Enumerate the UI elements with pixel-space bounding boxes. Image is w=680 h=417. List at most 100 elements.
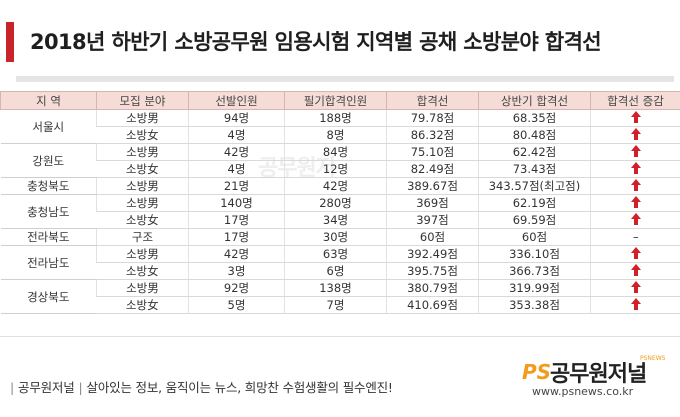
up-arrow-icon [630,263,641,279]
first-half-cell: 366.73점 [478,262,591,280]
field-cell: 소방男 [96,143,189,161]
cutoff-cell: 79.78점 [386,109,479,127]
up-arrow-icon [630,178,641,194]
field-cell: 소방男 [96,109,189,127]
table-row: 경상북도 소방男 92명 138명 380.79점 319.99점 [0,279,680,314]
first-half-cell: 353.38점 [478,296,591,314]
selected-cell: 17명 [188,211,285,229]
footer-divider [0,336,680,337]
page-title: 2018년 하반기 소방공무원 임용시험 지역별 공채 소방분야 합격선 [30,30,602,54]
passed-cell: 7명 [284,296,387,314]
change-cell [590,211,680,229]
region-cell: 충청남도 [0,194,97,229]
passed-cell: 8명 [284,126,387,144]
header-first-half: 상반기 합격선 [478,91,591,110]
passed-cell: 34명 [284,211,387,229]
table-row: 소방女 17명 34명 397점 69.59점 [1,211,680,229]
up-arrow-icon [630,297,641,313]
region-cell: 서울시 [0,109,97,144]
up-arrow-icon [630,246,641,262]
cutoff-cell: 60점 [386,228,479,246]
selected-cell: 3명 [188,262,285,280]
field-cell: 소방女 [96,296,189,314]
header-selected: 선발인원 [188,91,285,110]
logo-name: 공무원저널 [550,362,647,387]
first-half-cell: 80.48점 [478,126,591,144]
change-cell [590,262,680,280]
first-half-cell: 319.99점 [478,279,591,297]
up-arrow-icon [630,110,641,126]
first-half-cell: 69.59점 [478,211,591,229]
passed-cell: 12명 [284,160,387,178]
header-region: 지 역 [0,91,97,110]
field-cell: 구조 [96,228,189,246]
table-row: 충청북도 소방男 21명 42명 389.67점 343.57점(최고점) [0,177,680,195]
up-arrow-icon [630,127,641,143]
field-cell: 소방男 [96,245,189,263]
passed-cell: 30명 [284,228,387,246]
logo-tag: PSNEWS [640,355,666,362]
selected-cell: 4명 [188,126,285,144]
field-cell: 소방男 [96,177,189,195]
first-half-cell: 60점 [478,228,591,246]
table-row: 충청남도 소방男 140명 280명 369점 62.19점 [0,194,680,229]
brand-logo: PS 공무원저널 PSNEWS www.psnews.co.kr [522,355,672,400]
up-arrow-icon [630,212,641,228]
table-row: 강원도 소방男 42명 84명 75.10점 62.42점 [0,143,680,178]
field-cell: 소방女 [96,211,189,229]
region-cell: 전라북도 [0,228,97,246]
selected-cell: 94명 [188,109,285,127]
table-row: 소방女 4명 8명 86.32점 80.48점 [1,126,680,144]
first-half-cell: 68.35점 [478,109,591,127]
title-underline [16,76,674,82]
cutoff-cell: 392.49점 [386,245,479,263]
table-header-row: 지 역 모집 분야 선발인원 필기합격인원 합격선 상반기 합격선 합격선 증감 [0,91,680,110]
no-change-mark: – [632,230,639,244]
change-cell [590,245,680,263]
passed-cell: 188명 [284,109,387,127]
change-cell [590,109,680,127]
results-table: 지 역 모집 분야 선발인원 필기합격인원 합격선 상반기 합격선 합격선 증감… [0,91,680,314]
up-arrow-icon [630,195,641,211]
change-cell: – [590,228,680,246]
cutoff-cell: 395.75점 [386,262,479,280]
up-arrow-icon [630,280,641,296]
passed-cell: 84명 [284,143,387,161]
selected-cell: 92명 [188,279,285,297]
field-cell: 소방女 [96,262,189,280]
passed-cell: 63명 [284,245,387,263]
first-half-cell: 62.42점 [478,143,591,161]
cutoff-cell: 75.10점 [386,143,479,161]
table-row: 소방女 3명 6명 395.75점 366.73점 [1,262,680,280]
selected-cell: 42명 [188,245,285,263]
cutoff-cell: 397점 [386,211,479,229]
region-cell: 경상북도 [0,279,97,314]
change-cell [590,126,680,144]
cutoff-cell: 369점 [386,194,479,212]
logo-url: www.psnews.co.kr [532,385,634,398]
first-half-cell: 62.19점 [478,194,591,212]
change-cell [590,143,680,161]
footer-brand: 공무원저널 [18,380,75,395]
cutoff-cell: 86.32점 [386,126,479,144]
up-arrow-icon [630,144,641,160]
selected-cell: 21명 [188,177,285,195]
first-half-cell: 73.43점 [478,160,591,178]
cutoff-cell: 389.67점 [386,177,479,195]
table-row: 소방女 5명 7명 410.69점 353.38점 [1,296,680,314]
first-half-cell: 336.10점 [478,245,591,263]
selected-cell: 17명 [188,228,285,246]
selected-cell: 140명 [188,194,285,212]
selected-cell: 4명 [188,160,285,178]
first-half-cell: 343.57점(최고점) [478,177,591,195]
field-cell: 소방男 [96,279,189,297]
header-passed: 필기합격인원 [284,91,387,110]
cutoff-cell: 82.49점 [386,160,479,178]
table-row: 전라북도 구조 17명 30명 60점 60점 – [0,228,680,246]
field-cell: 소방男 [96,194,189,212]
footer-slogan-line: | 공무원저널 | 살아있는 정보, 움직이는 뉴스, 희망찬 수험생활의 필수엔진! [10,380,393,395]
logo-ps-mark: PS [522,360,552,384]
header-field: 모집 분야 [96,91,189,110]
field-cell: 소방女 [96,160,189,178]
field-cell: 소방女 [96,126,189,144]
